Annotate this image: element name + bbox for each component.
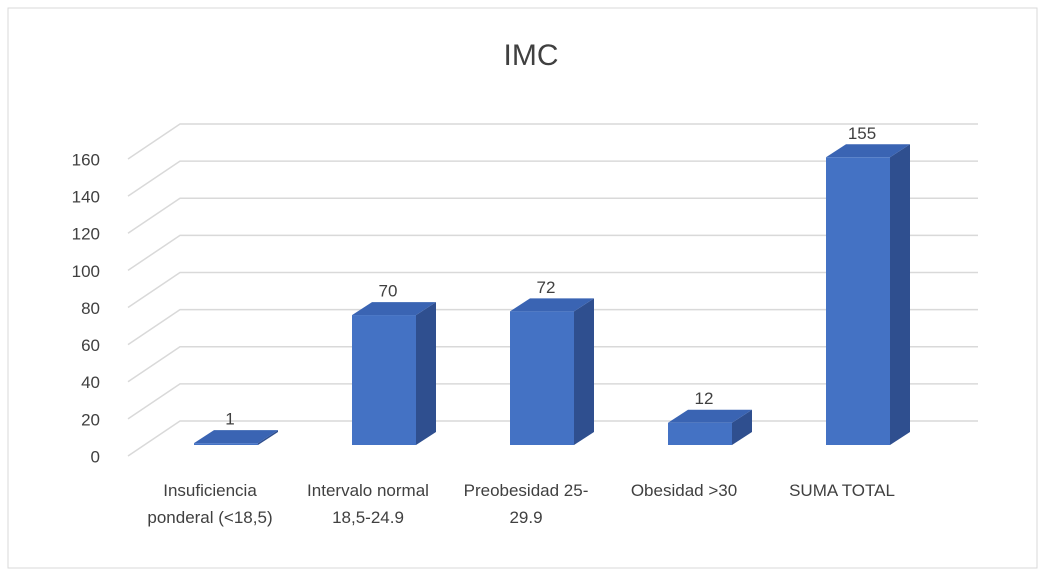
data-label: 155 <box>848 124 876 143</box>
grid-line <box>127 197 978 234</box>
bar-face <box>194 443 258 445</box>
x-tick-label: SUMA TOTAL <box>789 481 895 500</box>
data-label: 12 <box>695 389 714 408</box>
data-label: 1 <box>225 410 234 429</box>
y-tick-label: 80 <box>81 299 100 318</box>
y-tick-label: 40 <box>81 373 100 392</box>
y-tick-label: 100 <box>72 262 100 281</box>
bar-face <box>826 144 910 158</box>
bar-face <box>352 315 416 445</box>
bar-face <box>668 409 752 423</box>
bar-face <box>258 430 278 445</box>
bar <box>510 298 594 445</box>
x-tick-label: Intervalo normal 18,5-24.9 <box>307 481 429 527</box>
y-tick-label: 20 <box>81 410 100 429</box>
x-tick-label: Preobesidad 25-29.9 <box>463 481 589 527</box>
grid-line <box>127 160 978 197</box>
chart-title: IMC <box>504 39 559 72</box>
bar <box>826 144 910 445</box>
bar-face <box>194 430 278 444</box>
bar <box>352 302 436 445</box>
grid-line <box>127 383 978 420</box>
grid-line <box>127 123 978 160</box>
x-tick-label: Insuficiencia ponderal (<18,5) <box>147 481 273 527</box>
grid-line <box>127 308 978 346</box>
bar <box>194 430 278 445</box>
grid-line <box>127 234 978 271</box>
bar <box>668 409 752 445</box>
y-tick-label: 140 <box>72 188 100 207</box>
data-label: 72 <box>537 278 556 297</box>
bar-face <box>510 298 594 312</box>
y-tick-label: 0 <box>91 447 100 466</box>
bar-face <box>510 311 574 445</box>
bar-face <box>574 298 594 445</box>
grid-line <box>127 346 978 383</box>
bar-face <box>890 144 910 445</box>
x-tick-label: Obesidad >30 <box>630 481 738 500</box>
y-tick-label: 120 <box>72 225 100 244</box>
bar-face <box>668 422 732 445</box>
bar-face <box>732 409 752 445</box>
y-tick-label: 60 <box>81 336 100 355</box>
bar-face <box>352 302 436 316</box>
data-label: 70 <box>379 282 398 301</box>
bar-face <box>826 157 890 445</box>
bar-face <box>416 302 436 445</box>
y-tick-label: 160 <box>72 150 100 169</box>
grid-line <box>127 271 978 309</box>
